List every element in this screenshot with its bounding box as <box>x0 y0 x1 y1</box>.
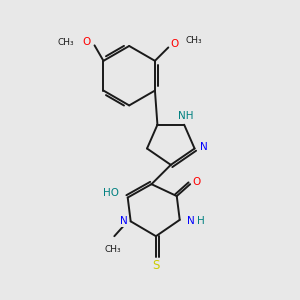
Text: O: O <box>193 177 201 187</box>
Text: N: N <box>187 216 195 226</box>
Text: CH₃: CH₃ <box>104 244 121 253</box>
Text: N: N <box>120 216 128 226</box>
Text: S: S <box>152 259 160 272</box>
Text: NH: NH <box>178 111 194 122</box>
Text: HO: HO <box>103 188 119 198</box>
Text: H: H <box>197 216 205 226</box>
Text: CH₃: CH₃ <box>57 38 74 47</box>
Text: O: O <box>82 38 90 47</box>
Text: CH₃: CH₃ <box>185 36 202 45</box>
Text: O: O <box>171 39 179 49</box>
Text: N: N <box>200 142 208 152</box>
